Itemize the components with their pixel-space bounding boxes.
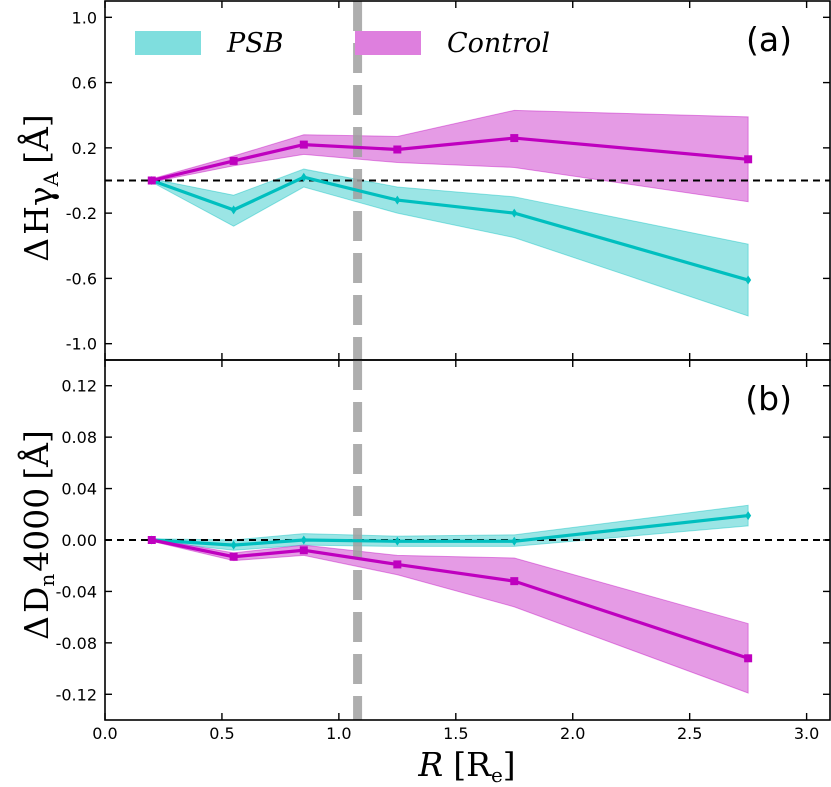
x-axis-label: R [Re]: [417, 745, 515, 787]
panel-a-ytick-label: -1.0: [66, 335, 97, 354]
panel-a-point-psb-5: [745, 275, 752, 285]
panel-b-point-control-3: [393, 560, 402, 569]
x-tick-label: 1.0: [326, 724, 351, 743]
panel-a-lines: [151, 136, 749, 282]
panel-b-ytick-label: -0.12: [56, 685, 97, 704]
panel-b: 0.12 0.08 0.04 0.00 -0.04 -0.08 -0.12 0.0 0.5 1.…: [16, 359, 831, 743]
panel-b-point-psb-2: [300, 535, 307, 545]
panel-b-line-control: [151, 538, 749, 660]
panel-a-point-psb-1: [230, 205, 237, 215]
panel-b-line-psb: [151, 513, 749, 547]
panel-b-lines: [151, 513, 749, 660]
panel-b-ytick-label: 0.12: [61, 377, 97, 396]
panel-a-point-control-0: [147, 176, 156, 185]
panel-b-point-psb-4: [511, 536, 518, 546]
panel-a-bands: [151, 109, 749, 317]
legend-swatch-control: [355, 31, 421, 55]
panel-a-point-psb-3: [394, 195, 401, 205]
panel-a-label: (a): [746, 20, 792, 59]
legend: PSB Control: [135, 28, 550, 59]
panel-b-band-control: [151, 538, 749, 694]
panel-a-ytick-label: -0.2: [66, 204, 97, 223]
legend-label-psb: PSB: [226, 28, 284, 59]
panel-b-ylabel: ΔDn4000[Å]: [16, 430, 59, 640]
panel-a-band-control: [151, 109, 749, 203]
legend-label-control: Control: [447, 28, 550, 59]
panel-a-point-psb-4: [511, 208, 518, 218]
panel-a-ytick-label: 1.0: [72, 8, 97, 27]
panel-b-point-psb-5: [745, 511, 752, 521]
panel-b-ytick-labels: 0.12 0.08 0.04 0.00 -0.04 -0.08 -0.12: [56, 377, 97, 705]
x-tick-label: 2.5: [677, 724, 702, 743]
panel-a: 1.0 0.6 0.2 -0.2 -0.6 -1.0 (a) PSB Control ΔH…: [16, 0, 831, 361]
x-tick-label: 0.5: [209, 724, 234, 743]
x-tick-labels: 0.0 0.5 1.0 1.5 2.0 2.5 3.0: [92, 724, 819, 743]
panel-b-label: (b): [745, 379, 792, 418]
panel-b-ytick-label: 0.08: [61, 428, 97, 447]
panel-b-point-control-0: [147, 536, 156, 544]
panel-a-point-control-5: [744, 155, 753, 164]
panel-a-line-psb: [151, 175, 749, 282]
panel-a-point-control-1: [229, 156, 238, 165]
panel-a-markers: [147, 134, 753, 285]
panel-a-point-control-2: [299, 140, 308, 149]
panel-a-point-psb-2: [300, 172, 307, 182]
panel-b-point-psb-1: [230, 540, 237, 550]
panel-b-point-control-4: [510, 577, 519, 586]
panel-b-point-psb-3: [394, 536, 401, 546]
panel-b-point-control-5: [744, 654, 753, 663]
panel-b-ytick-label: -0.04: [56, 582, 97, 601]
panel-b-bands: [151, 504, 749, 694]
panel-b-ytick-label: 0.00: [61, 531, 97, 550]
panel-a-point-control-3: [393, 145, 402, 154]
panel-b-frame: [104, 359, 831, 721]
panel-a-ytick-label: 0.2: [72, 139, 97, 158]
panel-a-band-psb: [151, 168, 749, 317]
panel-b-point-control-2: [299, 546, 308, 555]
panel-a-line-control: [151, 136, 749, 183]
panel-b-ytick-label: 0.04: [61, 480, 97, 499]
panel-a-ylabel: ΔHγA[Å]: [16, 114, 63, 261]
panel-a-ytick-label: -0.6: [66, 269, 97, 288]
x-tick-label: 3.0: [794, 724, 819, 743]
legend-swatch-psb: [135, 31, 201, 55]
panel-a-ytick-label: 0.6: [72, 74, 97, 93]
panel-a-point-control-4: [510, 134, 519, 143]
panel-b-ytick-label: -0.08: [56, 634, 97, 653]
panel-b-markers: [147, 511, 753, 663]
panel-a-ytick-labels: 1.0 0.6 0.2 -0.2 -0.6 -1.0: [66, 8, 97, 353]
x-tick-label: 1.5: [443, 724, 468, 743]
x-tick-label: 2.0: [560, 724, 585, 743]
panel-b-point-control-1: [229, 552, 238, 561]
x-tick-label: 0.0: [92, 724, 117, 743]
